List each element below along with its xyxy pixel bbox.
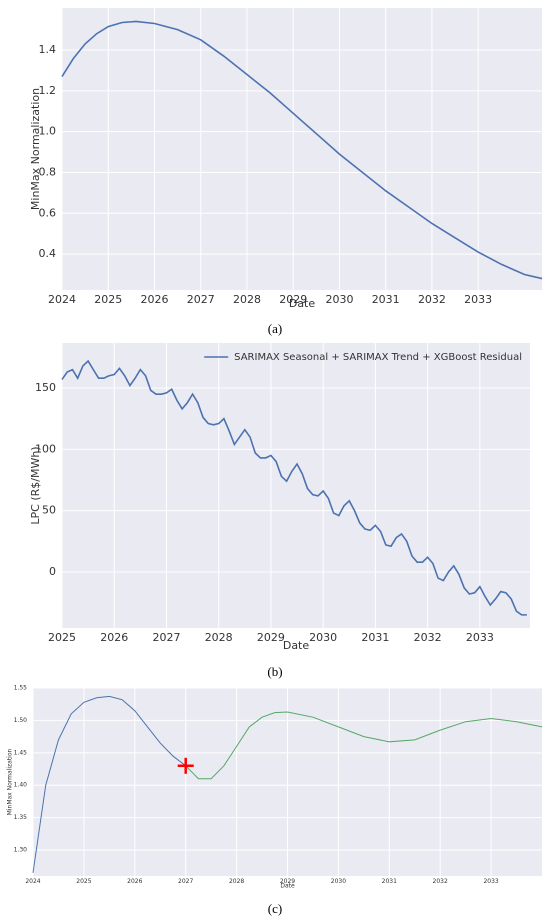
x-tick-label: 2027	[178, 878, 193, 885]
y-axis-label: MinMax Normalization	[29, 88, 42, 210]
x-tick-label: 2028	[229, 878, 244, 885]
x-tick-label: 2031	[361, 631, 389, 644]
plot-background	[62, 343, 530, 628]
x-tick-label: 2027	[152, 631, 180, 644]
x-tick-label: 2027	[187, 293, 215, 306]
x-tick-label: 2025	[48, 631, 76, 644]
y-tick-label: 1.4	[39, 43, 57, 56]
x-axis-label: Date	[283, 639, 310, 652]
y-tick-label: 0.4	[39, 247, 57, 260]
legend: SARIMAX Seasonal + SARIMAX Trend + XGBoo…	[204, 352, 522, 363]
x-tick-label: 2028	[205, 631, 233, 644]
x-tick-label: 2029	[280, 878, 295, 885]
x-tick-label: 2033	[483, 878, 498, 885]
x-tick-label: 2024	[25, 878, 40, 885]
y-tick-label: 1.0	[39, 125, 57, 138]
x-tick-label: 2031	[382, 878, 397, 885]
y-tick-label: 0.8	[39, 165, 57, 178]
x-tick-label: 2025	[76, 878, 91, 885]
y-tick-label: 1.40	[14, 782, 28, 789]
y-axis-label: MinMax Normalization	[7, 748, 14, 815]
y-tick-label: 100	[35, 442, 56, 455]
x-tick-label: 2030	[325, 293, 353, 306]
x-tick-label: 2032	[418, 293, 446, 306]
x-tick-label: 2030	[331, 878, 346, 885]
y-tick-label: 1.55	[14, 685, 28, 692]
data-line	[61, 359, 527, 616]
x-tick-label: 2029	[279, 293, 307, 306]
caption: (b)	[267, 664, 282, 679]
legend-label: SARIMAX Seasonal + SARIMAX Trend + XGBoo…	[234, 352, 522, 363]
y-tick-label: 1.35	[14, 814, 28, 821]
point-marker	[177, 757, 194, 774]
y-tick-label: 1.2	[39, 84, 57, 97]
x-tick-label: 2025	[94, 293, 122, 306]
caption: (c)	[268, 901, 282, 916]
y-tick-label: 0.6	[39, 206, 57, 219]
data-line	[185, 711, 543, 780]
y-tick-label: 0	[49, 565, 56, 578]
x-tick-label: 2029	[257, 631, 285, 644]
x-tick-label: 2032	[433, 878, 448, 885]
x-tick-label: 2026	[127, 878, 142, 885]
x-tick-label: 2033	[466, 631, 494, 644]
x-tick-label: 2030	[309, 631, 337, 644]
y-tick-label: 50	[42, 504, 56, 517]
y-tick-label: 1.30	[14, 847, 28, 854]
plot-background	[62, 8, 542, 290]
x-tick-label: 2028	[233, 293, 261, 306]
x-tick-label: 2026	[140, 293, 168, 306]
data-line	[61, 20, 543, 280]
y-tick-label: 1.45	[14, 749, 28, 756]
x-tick-label: 2032	[414, 631, 442, 644]
x-tick-label: 2024	[48, 293, 76, 306]
x-axis-label: Date	[280, 883, 295, 890]
caption: (a)	[268, 321, 282, 336]
x-tick-label: 2026	[100, 631, 128, 644]
x-axis-label: Date	[289, 297, 316, 310]
y-axis-label: LPC (R$/MWh)	[29, 446, 42, 524]
x-tick-label: 2033	[464, 293, 492, 306]
y-tick-label: 1.50	[14, 717, 28, 724]
x-tick-label: 2031	[372, 293, 400, 306]
data-line	[32, 695, 187, 873]
y-tick-label: 150	[35, 381, 56, 394]
